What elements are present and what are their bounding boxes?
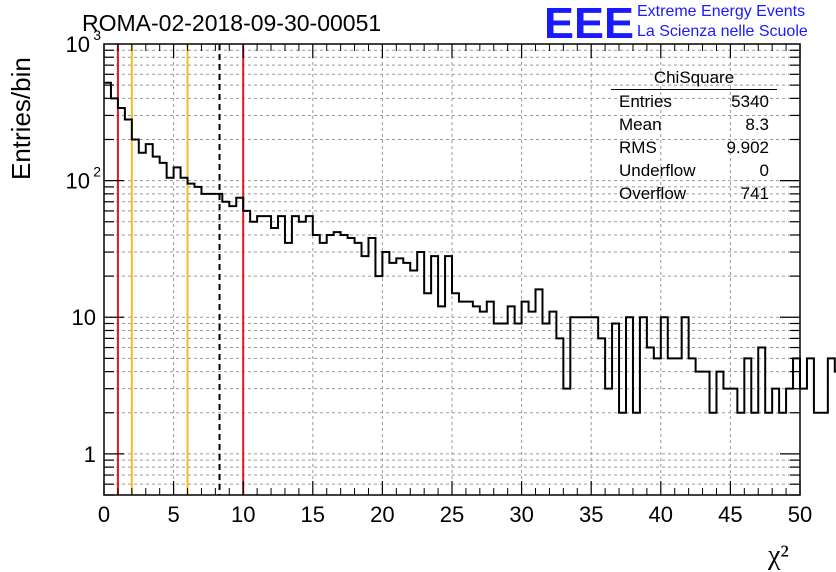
- x-tick-label: 40: [649, 502, 673, 527]
- axis-ticks: [103, 44, 801, 496]
- stats-label: RMS: [619, 138, 657, 157]
- x-axis-label: χ²: [768, 540, 789, 571]
- reference-lines: [116, 44, 245, 495]
- eee-logo: EEE: [544, 0, 634, 44]
- stats-value: 8.3: [745, 115, 769, 134]
- stats-label: Overflow: [619, 184, 687, 203]
- stats-value: 741: [740, 184, 769, 203]
- stats-box: ChiSquare Entries 5340 Mean 8.3 RMS 9.902 U…: [611, 67, 777, 205]
- histogram-series: [104, 81, 836, 414]
- logo-mark: EEE: [544, 0, 634, 44]
- stats-row: Underflow 0: [611, 159, 777, 182]
- stats-value: 5340: [731, 92, 769, 111]
- y-tick-exponent: 2: [93, 164, 101, 180]
- stats-row: Entries 5340: [611, 90, 777, 113]
- y-tick-label: 1: [84, 442, 96, 467]
- x-tick-label: 25: [440, 502, 464, 527]
- stats-value: 0: [759, 161, 769, 180]
- stats-label: Entries: [619, 92, 672, 111]
- stats-row: Mean 8.3: [611, 113, 777, 136]
- stats-value: 9.902: [726, 138, 769, 157]
- y-tick-label: 10: [66, 32, 90, 57]
- y-tick-label: 10: [72, 305, 96, 330]
- logo-line-2: La Scienza nelle Scuole: [637, 23, 808, 40]
- stats-title: ChiSquare: [611, 67, 777, 90]
- stats-row: RMS 9.902: [611, 136, 777, 159]
- x-tick-label: 30: [509, 502, 533, 527]
- logo-line-1: Extreme Energy Events: [637, 3, 806, 20]
- stats-row: Overflow 741: [611, 182, 777, 205]
- run-title: ROMA-02-2018-09-30-00051: [82, 10, 382, 36]
- x-tick-label: 45: [718, 502, 742, 527]
- y-tick-exponent: 3: [93, 27, 101, 43]
- x-tick-label: 0: [98, 502, 110, 527]
- y-tick-label: 10: [66, 169, 90, 194]
- x-tick-label: 5: [167, 502, 179, 527]
- x-tick-label: 35: [579, 502, 603, 527]
- stats-label: Mean: [619, 115, 662, 134]
- x-tick-label: 20: [370, 502, 394, 527]
- x-tick-label: 10: [231, 502, 255, 527]
- x-tick-label: 15: [301, 502, 325, 527]
- stats-label: Underflow: [619, 161, 696, 180]
- y-axis-label: Entries/bin: [6, 57, 36, 180]
- x-tick-label: 50: [788, 502, 812, 527]
